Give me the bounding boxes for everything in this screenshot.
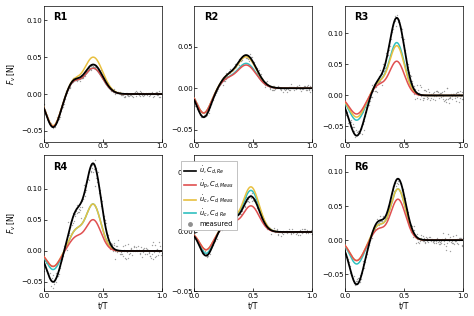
Text: R6: R6 xyxy=(355,162,369,172)
X-axis label: t/T: t/T xyxy=(98,301,108,310)
Text: R3: R3 xyxy=(355,12,369,22)
Y-axis label: $F_v\,[\mathrm{N}]$: $F_v\,[\mathrm{N}]$ xyxy=(6,212,18,234)
Text: R5: R5 xyxy=(204,162,218,172)
Legend: $\dot{u},C_{d,Re}$, $\dot{u}_p,C_{d,Meas}$, $\dot{u}_c,C_{d,Meas}$, $\dot{u}_c,C: $\dot{u},C_{d,Re}$, $\dot{u}_p,C_{d,Meas… xyxy=(181,161,237,230)
X-axis label: t/T: t/T xyxy=(248,301,258,310)
Text: R2: R2 xyxy=(204,12,218,22)
Text: R4: R4 xyxy=(53,162,67,172)
X-axis label: t/T: t/T xyxy=(399,301,409,310)
Y-axis label: $F_v\,[\mathrm{N}]$: $F_v\,[\mathrm{N}]$ xyxy=(6,63,18,85)
Text: R1: R1 xyxy=(53,12,67,22)
